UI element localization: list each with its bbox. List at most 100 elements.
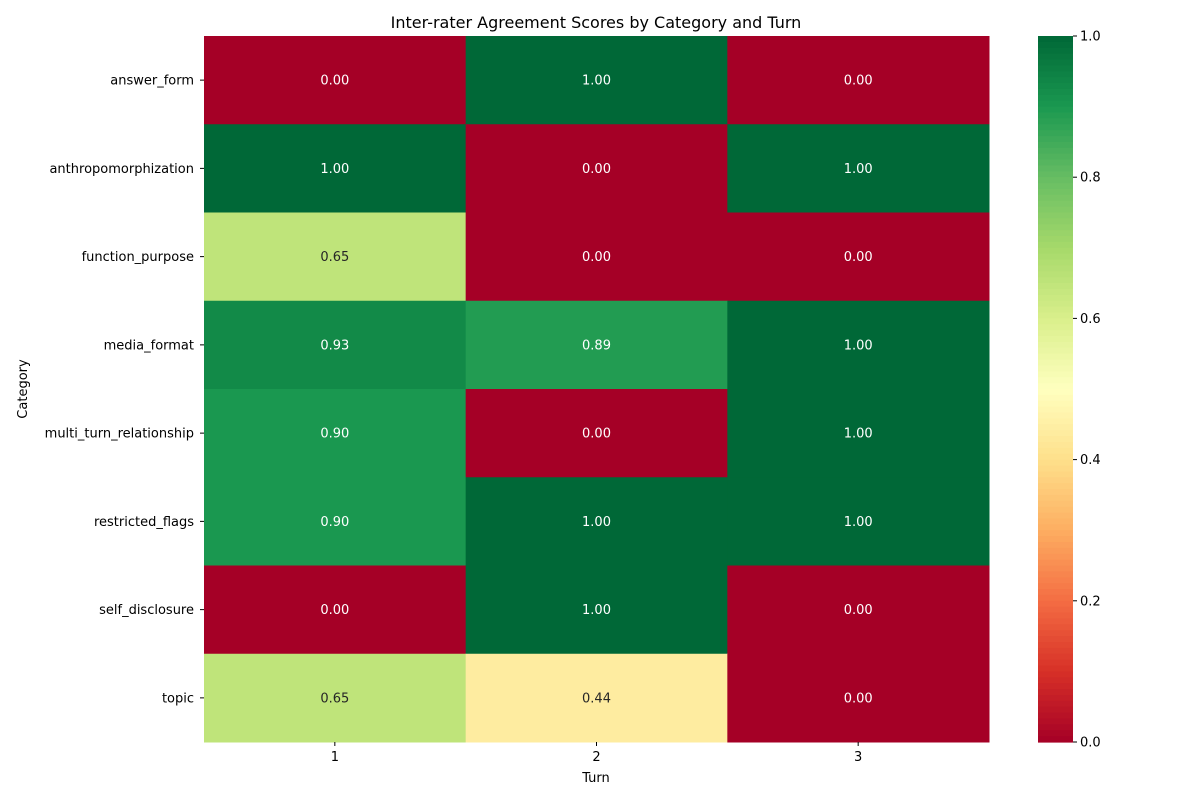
colorbar-segment: [1038, 365, 1073, 372]
colorbar-segment: [1038, 630, 1073, 637]
colorbar-segment: [1038, 288, 1073, 296]
colorbar-segment: [1038, 136, 1073, 143]
y-tick-label-self_disclosure: self_disclosure: [99, 603, 194, 618]
colorbar-segment: [1038, 418, 1073, 425]
heatmap-cell-multi_turn_relationship-turn-3: [727, 389, 990, 478]
cell-value-function_purpose-turn-2: 0.00: [582, 250, 611, 265]
y-tick-label-topic: topic: [162, 691, 194, 706]
colorbar-segment: [1038, 412, 1073, 420]
colorbar-segment: [1038, 724, 1073, 731]
colorbar-segment: [1038, 194, 1073, 202]
colorbar-segment: [1038, 230, 1073, 237]
heatmap-cell-restricted_flags-turn-1: [204, 477, 467, 566]
colorbar-segment: [1038, 447, 1073, 455]
colorbar-segment: [1038, 383, 1073, 390]
colorbar-tick-label-0.6: 0.6: [1080, 312, 1101, 327]
colorbar-segment: [1038, 389, 1073, 396]
colorbar-segment: [1038, 371, 1073, 378]
colorbar-segment: [1038, 636, 1073, 643]
colorbar-segment: [1038, 77, 1073, 84]
colorbar-segment: [1038, 171, 1073, 178]
colorbar-segment: [1038, 212, 1073, 219]
colorbar-segment: [1038, 300, 1073, 308]
colorbar-segment: [1038, 124, 1073, 131]
colorbar-segment: [1038, 706, 1073, 714]
colorbar-segment: [1038, 271, 1073, 278]
heatmap-cell-anthropomorphization-turn-3: [727, 124, 990, 213]
colorbar-segment: [1038, 377, 1073, 384]
heatmap-cells: [204, 36, 990, 743]
colorbar-segment: [1038, 730, 1073, 737]
heatmap-cell-self_disclosure-turn-2: [465, 565, 728, 655]
cell-value-answer_form-turn-2: 1.00: [582, 74, 611, 89]
heatmap-cell-answer_form-turn-3: [727, 36, 990, 125]
heatmap-cell-multi_turn_relationship-turn-1: [204, 389, 467, 478]
colorbar-segment: [1038, 553, 1073, 561]
cell-value-media_format-turn-1: 0.93: [320, 338, 349, 353]
y-axis: answer_form anthropomorphization function_…: [45, 74, 204, 706]
colorbar-segment: [1038, 577, 1073, 584]
colorbar-tick-label-1.0: 1.0: [1080, 30, 1101, 45]
colorbar-segment: [1038, 247, 1073, 255]
colorbar-segment: [1038, 465, 1073, 472]
colorbar-segment: [1038, 441, 1073, 449]
y-axis-label: Category: [16, 359, 31, 419]
colorbar-segment: [1038, 453, 1073, 461]
colorbar-tick-label-0.2: 0.2: [1080, 594, 1101, 609]
colorbar-segment: [1038, 71, 1073, 78]
cell-value-media_format-turn-2: 0.89: [582, 338, 611, 353]
colorbar-segment: [1038, 165, 1073, 172]
heatmap-cell-function_purpose-turn-3: [727, 212, 990, 302]
colorbar-segment: [1038, 683, 1073, 690]
colorbar-segment: [1038, 530, 1073, 537]
cell-value-topic-turn-2: 0.44: [582, 691, 611, 706]
heatmap-cell-restricted_flags-turn-3: [727, 477, 990, 566]
colorbar-segment: [1038, 665, 1073, 672]
heatmap-cell-answer_form-turn-1: [204, 36, 467, 125]
cell-value-function_purpose-turn-1: 0.65: [320, 250, 349, 265]
colorbar-segment: [1038, 424, 1073, 431]
colorbar-segment: [1038, 700, 1073, 708]
colorbar-segment: [1038, 406, 1073, 414]
heatmap-cell-topic-turn-3: [727, 653, 990, 743]
colorbar-segment: [1038, 324, 1073, 331]
colorbar-segment: [1038, 594, 1073, 602]
colorbar-segment: [1038, 341, 1073, 349]
y-tick-label-anthropomorphization: anthropomorphization: [49, 162, 194, 177]
colorbar-segment: [1038, 506, 1073, 514]
colorbar-segment: [1038, 47, 1073, 55]
colorbar-segment: [1038, 41, 1073, 49]
colorbar-segment: [1038, 653, 1073, 661]
heatmap-cell-self_disclosure-turn-1: [204, 565, 467, 655]
cell-value-self_disclosure-turn-1: 0.00: [320, 603, 349, 618]
colorbar-segment: [1038, 259, 1073, 267]
colorbar-segment: [1038, 59, 1073, 67]
colorbar-segment: [1038, 565, 1073, 572]
y-tick-label-media_format: media_format: [104, 338, 194, 353]
colorbar-segment: [1038, 394, 1073, 402]
colorbar-segment: [1038, 689, 1073, 696]
colorbar-segment: [1038, 53, 1073, 61]
colorbar-segment: [1038, 606, 1073, 614]
colorbar-segment: [1038, 224, 1073, 231]
colorbar-segment: [1038, 200, 1073, 208]
y-tick-label-restricted_flags: restricted_flags: [94, 515, 194, 530]
colorbar-segment: [1038, 547, 1073, 555]
colorbar-segment: [1038, 571, 1073, 578]
x-tick-label-3: 3: [854, 750, 862, 765]
colorbar-segment: [1038, 306, 1073, 314]
colorbar-segment: [1038, 736, 1073, 743]
colorbar-segment: [1038, 141, 1073, 149]
cell-value-anthropomorphization-turn-2: 0.00: [582, 162, 611, 177]
colorbar-segment: [1038, 483, 1073, 490]
colorbar-segment: [1038, 312, 1073, 319]
colorbar-segment: [1038, 677, 1073, 684]
cell-annotations: 0.00 1.00 0.00 1.00 0.00 1.00 0.65 0.00 0.00 0.93…: [320, 74, 872, 707]
colorbar-segment: [1038, 147, 1073, 155]
colorbar-segment: [1038, 471, 1073, 478]
colorbar-segment: [1038, 500, 1073, 508]
colorbar-segment: [1038, 512, 1073, 520]
colorbar-segment: [1038, 294, 1073, 302]
heatmap-cell-function_purpose-turn-2: [465, 212, 728, 302]
